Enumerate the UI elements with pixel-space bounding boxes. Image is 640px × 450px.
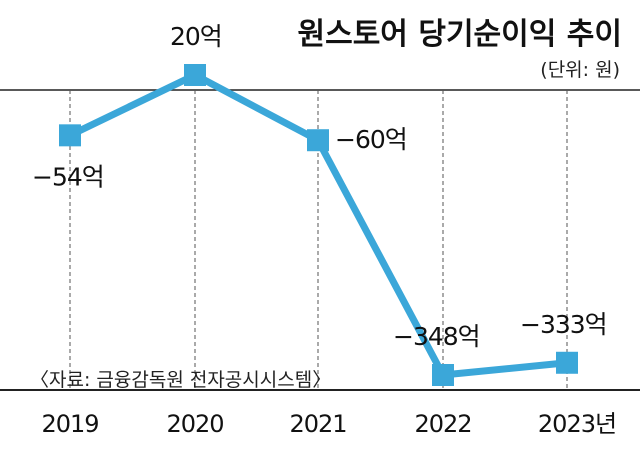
marker-3 — [432, 364, 454, 386]
data-label-1: 20억 — [170, 22, 222, 51]
tick-label-4: 2023년 — [538, 410, 616, 438]
tick-label-3: 2022 — [414, 410, 471, 438]
x-axis-ticks: 2019 2020 2021 2022 2023년 — [41, 410, 617, 438]
data-markers — [59, 64, 578, 386]
source-note: 〈자료: 금융감독원 전자공시시스템〉 — [30, 369, 331, 391]
data-label-2: −60억 — [335, 125, 407, 154]
chart-title: 원스토어 당기순이익 추이 — [298, 17, 623, 52]
data-labels: −54억 20억 −60억 −348억 −333억 — [32, 22, 608, 351]
data-label-0: −54억 — [32, 162, 104, 191]
tick-label-2: 2021 — [289, 410, 346, 438]
tick-label-1: 2020 — [166, 410, 223, 438]
marker-1 — [184, 64, 206, 86]
data-label-3: −348억 — [393, 322, 480, 351]
tick-label-0: 2019 — [41, 410, 98, 438]
marker-4 — [556, 351, 578, 374]
data-label-4: −333억 — [520, 310, 607, 339]
unit-label: (단위: 원) — [540, 59, 620, 81]
marker-2 — [307, 129, 329, 152]
marker-0 — [59, 124, 81, 147]
